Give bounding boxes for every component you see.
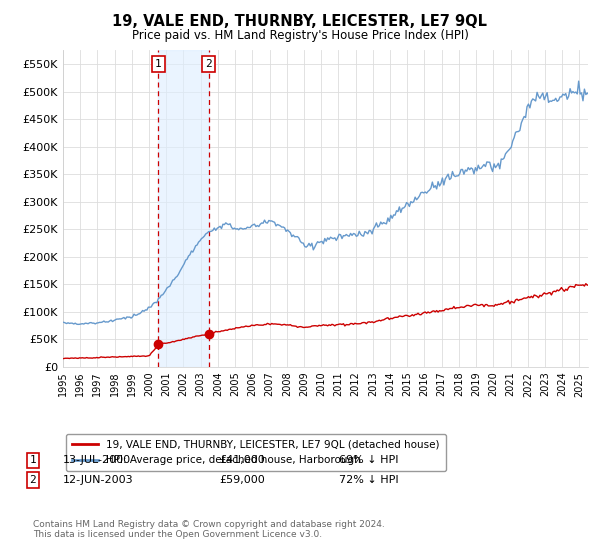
Text: 2: 2 <box>29 475 37 485</box>
Text: 2: 2 <box>205 59 212 69</box>
Text: 12-JUN-2003: 12-JUN-2003 <box>63 475 134 485</box>
Text: 69% ↓ HPI: 69% ↓ HPI <box>339 455 398 465</box>
Text: £41,000: £41,000 <box>219 455 265 465</box>
Legend: 19, VALE END, THURNBY, LEICESTER, LE7 9QL (detached house), HPI: Average price, : 19, VALE END, THURNBY, LEICESTER, LE7 9Q… <box>65 433 446 472</box>
Text: £59,000: £59,000 <box>219 475 265 485</box>
Text: 13-JUL-2000: 13-JUL-2000 <box>63 455 131 465</box>
Text: 1: 1 <box>29 455 37 465</box>
Text: 72% ↓ HPI: 72% ↓ HPI <box>339 475 398 485</box>
Text: 1: 1 <box>155 59 162 69</box>
Bar <box>158 50 209 367</box>
Text: 19, VALE END, THURNBY, LEICESTER, LE7 9QL: 19, VALE END, THURNBY, LEICESTER, LE7 9Q… <box>113 14 487 29</box>
Text: Contains HM Land Registry data © Crown copyright and database right 2024.
This d: Contains HM Land Registry data © Crown c… <box>33 520 385 539</box>
Text: Price paid vs. HM Land Registry's House Price Index (HPI): Price paid vs. HM Land Registry's House … <box>131 29 469 42</box>
